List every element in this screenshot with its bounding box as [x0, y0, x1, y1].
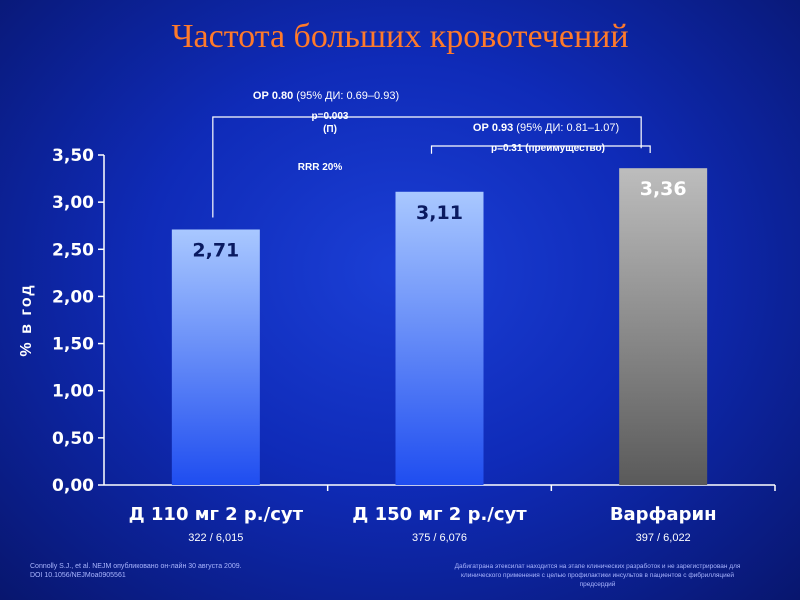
y-tick-label: 2,50	[52, 240, 94, 260]
footnote-citation: Connolly S.J., et al. NEJM опубликовано …	[30, 562, 310, 580]
disclaimer-line-3: предсердий	[579, 581, 616, 588]
bar-value-label: 2,71	[192, 239, 239, 261]
citation-line-1: Connolly S.J., et al. NEJM опубликовано …	[30, 563, 242, 570]
comparison-2-or: ОР 0.93 (95% ДИ: 0.81–1.07)	[473, 122, 619, 134]
x-category-label: Д 150 мг 2 р./сут	[352, 504, 527, 525]
y-tick-label: 0,00	[52, 476, 94, 496]
citation-line-2: DOI 10.1056/NEJMoa0905561	[30, 572, 126, 579]
y-tick-label: 1,00	[52, 382, 94, 402]
y-tick-label: 2,00	[52, 287, 94, 307]
x-category-sublabel: 322 / 6,015	[188, 532, 243, 544]
y-tick-label: 3,00	[52, 193, 94, 213]
x-category-label: Д 110 мг 2 р./сут	[129, 504, 304, 525]
comparison-bracket-1	[212, 116, 642, 218]
y-tick-label: 1,50	[52, 335, 94, 355]
y-tick-label: 3,50	[52, 146, 94, 166]
x-category-label: Варфарин	[610, 504, 717, 525]
y-axis-label: % в год	[18, 283, 35, 356]
bar-3	[619, 168, 708, 485]
comparison-1-p-note: (П)	[323, 124, 337, 135]
footnote-disclaimer: Дабигатрана этексилат находится на этапе…	[410, 562, 785, 589]
disclaimer-line-1: Дабигатрана этексилат находится на этапе…	[454, 563, 741, 570]
bar-value-label: 3,11	[416, 202, 463, 224]
chart-annotations: ОР 0.80 (95% ДИ: 0.69–0.93) p=0.003 (П) RRR…	[212, 90, 651, 218]
comparison-1-rrr: RRR 20%	[298, 162, 343, 173]
x-category-sublabel: 375 / 6,076	[412, 532, 467, 544]
bar-2	[395, 191, 484, 485]
comparison-1-p: p=0.003	[312, 111, 349, 122]
comparison-bracket-2	[430, 145, 651, 154]
y-tick-label: 0,50	[52, 429, 94, 449]
chart-bars	[171, 168, 708, 485]
chart-labels: 2,71 Д 110 мг 2 р./сут 322 / 6,015 3,11 Д 15…	[129, 178, 717, 544]
disclaimer-line-2: клинического применения с целью профилак…	[461, 572, 734, 579]
bar-value-label: 3,36	[640, 178, 687, 200]
x-category-sublabel: 397 / 6,022	[636, 532, 691, 544]
bar-1	[171, 229, 260, 485]
comparison-1-or: ОР 0.80 (95% ДИ: 0.69–0.93)	[253, 90, 399, 102]
comparison-2-p: p=0.31 (преимущество)	[491, 143, 605, 154]
slide-title: Частота больших кровотечений	[171, 18, 629, 55]
